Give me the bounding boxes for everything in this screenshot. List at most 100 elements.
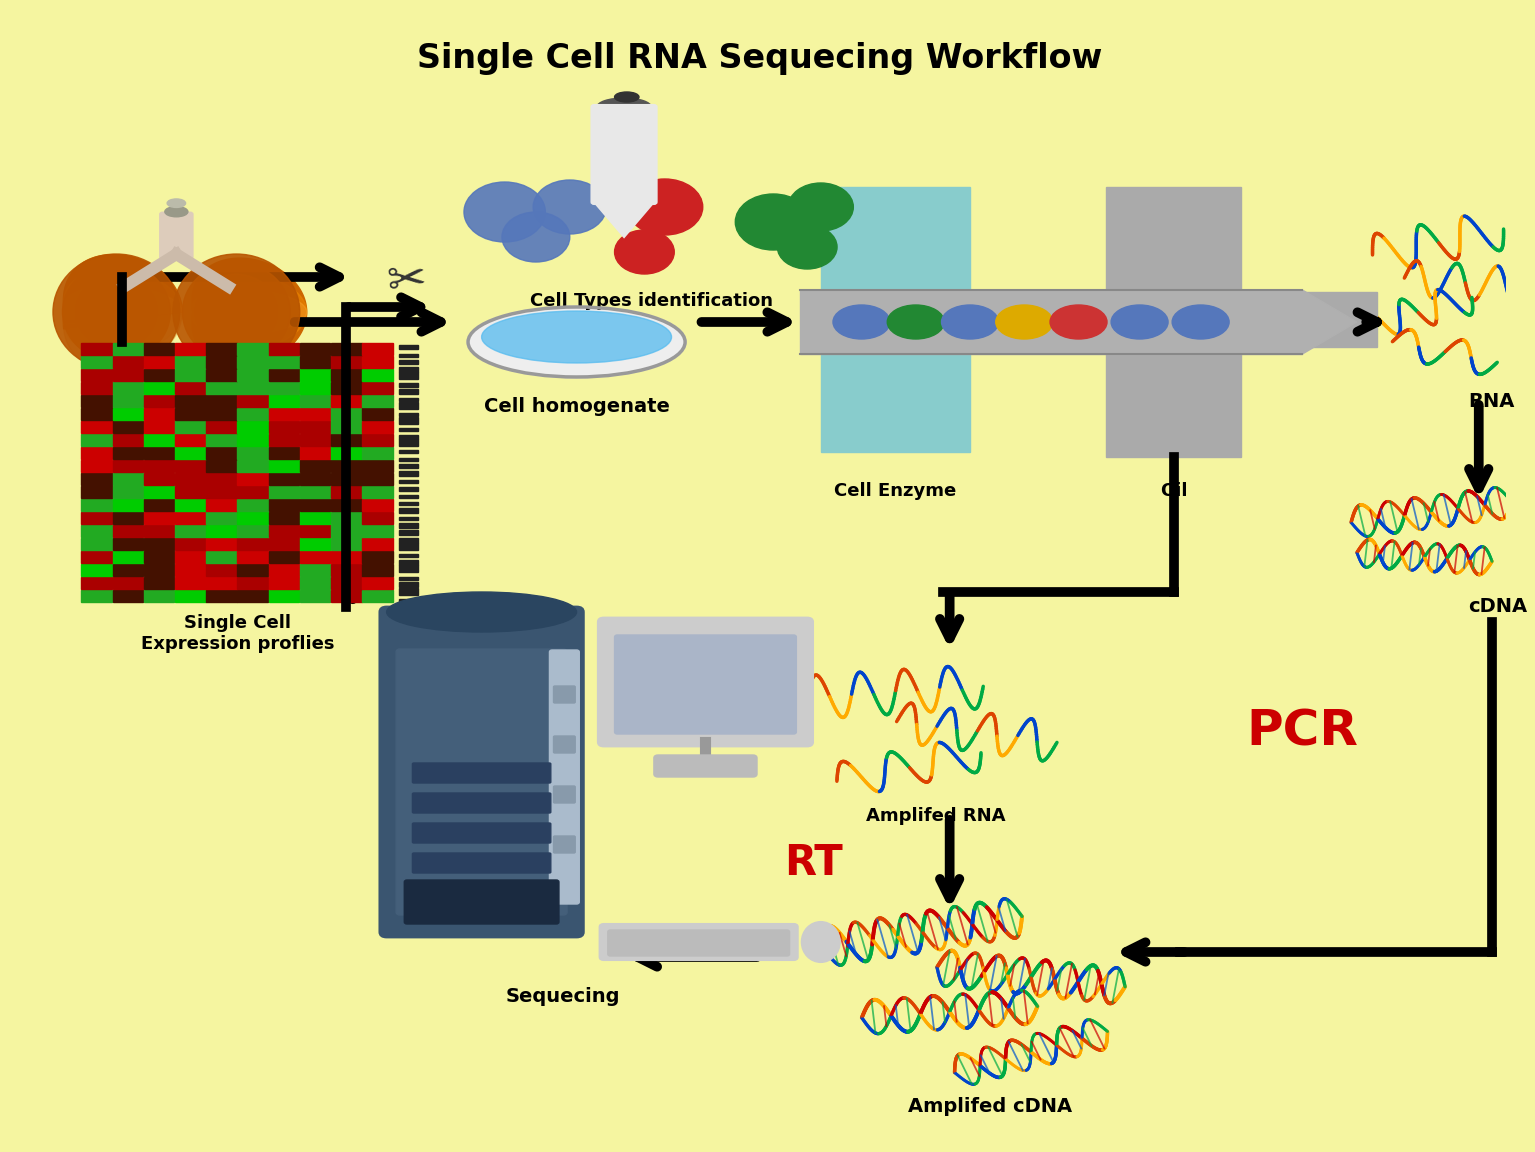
Bar — [299, 499, 330, 511]
Bar — [269, 342, 299, 355]
Bar — [238, 576, 269, 589]
FancyBboxPatch shape — [413, 763, 551, 783]
Bar — [399, 435, 418, 439]
Text: RNA: RNA — [1467, 392, 1514, 411]
Bar — [332, 485, 362, 498]
Circle shape — [614, 230, 674, 274]
Bar — [362, 447, 393, 458]
Bar — [175, 447, 206, 458]
Bar — [81, 563, 112, 576]
Bar — [144, 381, 175, 394]
Bar — [206, 576, 236, 589]
Bar — [332, 447, 362, 458]
Bar — [206, 420, 236, 433]
Bar — [144, 356, 175, 367]
Bar — [269, 499, 299, 511]
Bar — [362, 538, 393, 550]
Bar — [269, 460, 299, 472]
Text: Cell homogenate: Cell homogenate — [484, 397, 669, 416]
Circle shape — [735, 194, 812, 250]
Bar — [399, 457, 418, 461]
Bar — [144, 447, 175, 458]
Bar — [332, 381, 362, 394]
Bar — [362, 394, 393, 407]
Bar — [269, 472, 299, 485]
Bar — [332, 499, 362, 511]
Bar — [362, 576, 393, 589]
FancyBboxPatch shape — [614, 635, 797, 734]
Bar — [269, 408, 299, 420]
Ellipse shape — [468, 306, 685, 377]
Bar — [269, 590, 299, 602]
Bar — [399, 480, 418, 483]
Bar — [175, 408, 206, 420]
Bar — [269, 563, 299, 576]
Bar — [399, 367, 418, 372]
Bar — [362, 524, 393, 537]
Ellipse shape — [210, 288, 262, 336]
Text: ✂: ✂ — [385, 258, 428, 306]
Bar — [299, 472, 330, 485]
Bar — [362, 381, 393, 394]
Ellipse shape — [183, 263, 290, 362]
Bar — [144, 551, 175, 563]
Bar — [206, 381, 236, 394]
Bar — [399, 417, 418, 424]
Polygon shape — [1302, 290, 1357, 354]
Bar — [399, 487, 418, 491]
Bar — [332, 460, 362, 472]
Bar — [112, 381, 143, 394]
Bar — [144, 511, 175, 524]
Bar — [206, 447, 236, 458]
FancyBboxPatch shape — [379, 607, 583, 937]
Bar — [399, 344, 418, 349]
Bar — [112, 394, 143, 407]
Bar — [1105, 291, 1377, 347]
Bar — [144, 576, 175, 589]
Ellipse shape — [1050, 305, 1107, 339]
Bar — [238, 460, 269, 472]
Bar — [238, 408, 269, 420]
Bar — [144, 524, 175, 537]
Bar — [399, 583, 418, 588]
Bar — [269, 551, 299, 563]
Bar — [332, 356, 362, 367]
Bar — [821, 187, 970, 452]
Text: Sequecing: Sequecing — [505, 987, 620, 1006]
Bar — [362, 485, 393, 498]
FancyBboxPatch shape — [599, 617, 812, 746]
Bar — [238, 499, 269, 511]
Bar — [144, 485, 175, 498]
Bar — [238, 447, 269, 458]
Bar — [299, 356, 330, 367]
Bar — [362, 356, 393, 367]
Bar — [206, 499, 236, 511]
Text: RT: RT — [784, 842, 843, 884]
FancyBboxPatch shape — [654, 755, 757, 776]
Circle shape — [533, 180, 606, 234]
FancyBboxPatch shape — [413, 882, 551, 903]
Bar — [238, 356, 269, 367]
Bar — [81, 499, 112, 511]
Bar — [238, 590, 269, 602]
Ellipse shape — [63, 263, 170, 362]
Bar — [144, 420, 175, 433]
Bar — [144, 394, 175, 407]
Bar — [399, 389, 418, 394]
Bar — [81, 472, 112, 485]
Bar — [112, 551, 143, 563]
Bar — [399, 439, 418, 446]
Bar — [299, 369, 330, 381]
Bar — [144, 433, 175, 446]
Ellipse shape — [614, 92, 639, 103]
Bar — [175, 394, 206, 407]
Ellipse shape — [89, 288, 143, 336]
Bar — [399, 588, 418, 594]
Bar — [175, 576, 206, 589]
Bar — [81, 511, 112, 524]
Bar — [269, 356, 299, 367]
Bar — [362, 499, 393, 511]
Bar — [144, 590, 175, 602]
Ellipse shape — [482, 311, 671, 363]
Bar — [175, 499, 206, 511]
